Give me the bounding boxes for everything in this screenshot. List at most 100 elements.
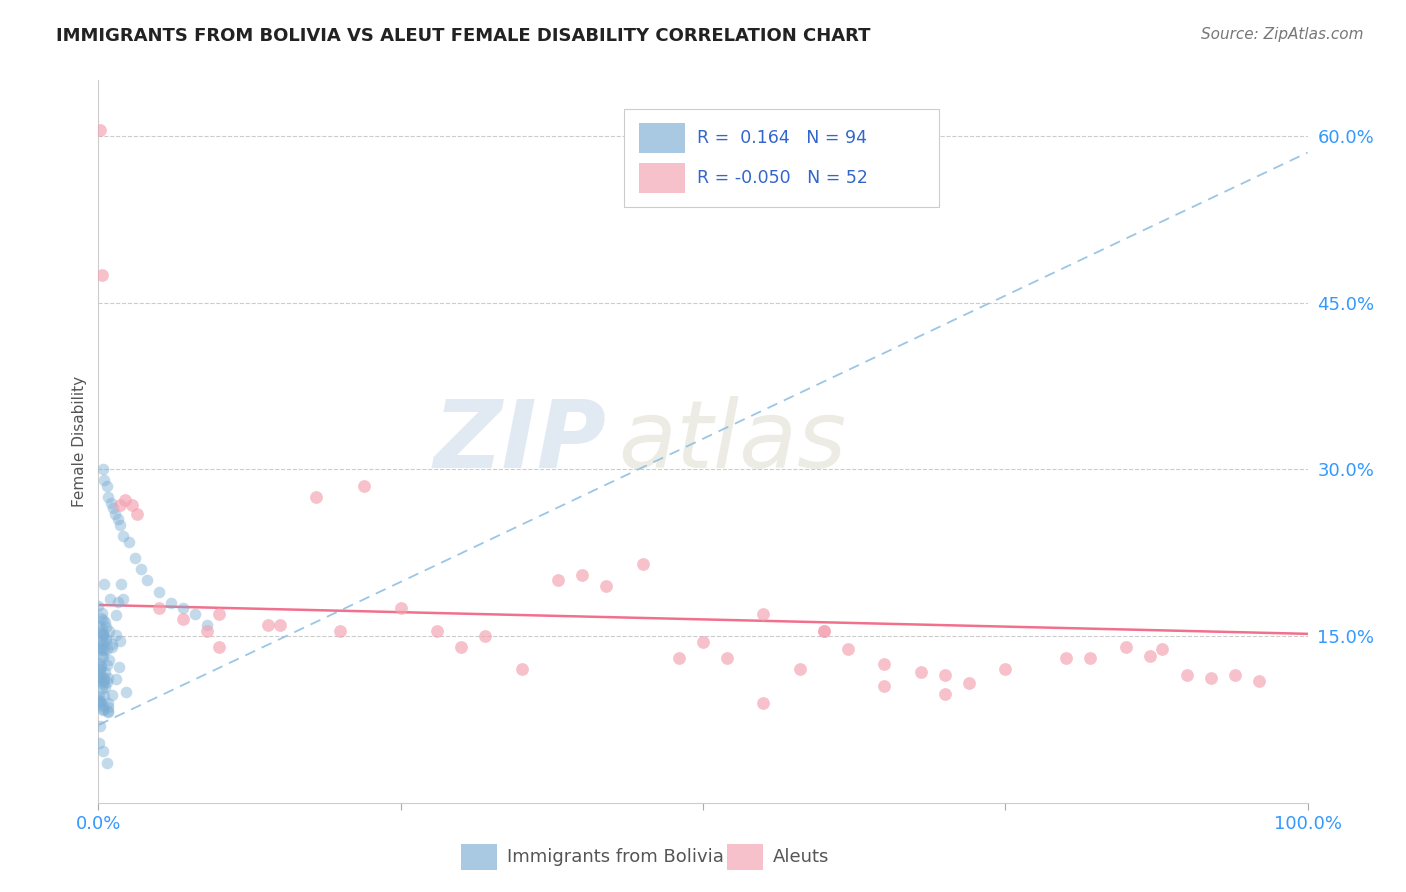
Point: [108, 498, 131, 512]
Point: [93, 643, 115, 657]
Point: [93, 665, 115, 679]
Point: [837, 642, 859, 657]
Point: [90, 640, 112, 655]
Point: [91, 649, 114, 664]
Point: [957, 675, 980, 690]
Point: [91, 642, 114, 657]
Point: [474, 629, 496, 643]
Point: [97, 490, 120, 504]
Point: [101, 501, 124, 516]
Point: [389, 601, 412, 615]
Point: [172, 601, 194, 615]
Point: [90, 659, 112, 673]
Point: [96, 658, 118, 673]
Point: [91, 698, 114, 713]
Point: [172, 612, 194, 626]
Point: [426, 624, 449, 638]
Point: [100, 636, 122, 650]
Point: [91, 632, 114, 647]
Point: [329, 624, 352, 638]
Point: [114, 493, 136, 508]
Point: [90, 625, 112, 640]
Point: [108, 633, 131, 648]
Point: [1199, 671, 1222, 685]
Point: [184, 607, 207, 621]
Point: [631, 557, 654, 571]
Point: [96, 479, 118, 493]
Point: [111, 591, 134, 606]
Point: [93, 576, 115, 591]
Point: [90, 697, 112, 711]
FancyBboxPatch shape: [727, 844, 763, 870]
Point: [93, 690, 115, 704]
Point: [90, 638, 112, 652]
Point: [752, 696, 775, 710]
Point: [716, 651, 738, 665]
Point: [813, 624, 835, 638]
Point: [121, 498, 143, 512]
Point: [1175, 668, 1198, 682]
Point: [96, 756, 118, 771]
Point: [90, 659, 112, 673]
Point: [148, 601, 170, 615]
Point: [91, 462, 114, 476]
Point: [135, 574, 157, 588]
Point: [87, 617, 110, 632]
Point: [89, 694, 111, 708]
Point: [89, 689, 111, 703]
Point: [934, 668, 956, 682]
Point: [98, 624, 121, 639]
Point: [101, 688, 124, 702]
Point: [97, 700, 120, 714]
Text: R =  0.164   N = 94: R = 0.164 N = 94: [697, 129, 868, 147]
Point: [104, 607, 127, 622]
Point: [269, 618, 291, 632]
Point: [789, 662, 811, 676]
Point: [94, 615, 117, 630]
Point: [91, 613, 114, 627]
FancyBboxPatch shape: [638, 162, 685, 193]
Point: [208, 607, 231, 621]
Point: [90, 607, 112, 621]
Point: [1054, 651, 1077, 665]
Point: [934, 687, 956, 701]
Point: [90, 648, 112, 663]
Point: [110, 577, 132, 591]
Point: [98, 653, 121, 667]
Point: [87, 695, 110, 709]
Point: [89, 662, 111, 676]
Point: [101, 640, 124, 654]
Point: [1115, 640, 1137, 655]
Point: [450, 640, 472, 655]
Point: [127, 507, 149, 521]
Point: [595, 579, 617, 593]
Point: [910, 665, 932, 679]
Point: [89, 718, 111, 732]
FancyBboxPatch shape: [624, 109, 939, 207]
Text: Aleuts: Aleuts: [773, 848, 830, 866]
Point: [305, 490, 328, 504]
Point: [87, 641, 110, 656]
Point: [107, 595, 129, 609]
Point: [813, 624, 835, 638]
Point: [87, 692, 110, 706]
Point: [100, 496, 122, 510]
Point: [692, 634, 714, 648]
Point: [91, 677, 114, 691]
Point: [98, 591, 121, 606]
Point: [91, 744, 114, 758]
FancyBboxPatch shape: [461, 844, 498, 870]
Point: [94, 632, 117, 647]
Point: [93, 703, 115, 717]
Point: [90, 636, 112, 650]
Point: [129, 562, 152, 576]
Point: [118, 534, 141, 549]
Point: [124, 551, 146, 566]
Point: [873, 657, 896, 671]
Point: [97, 706, 120, 720]
Point: [96, 642, 118, 657]
Text: ZIP: ZIP: [433, 395, 606, 488]
Point: [547, 574, 569, 588]
Point: [668, 651, 690, 665]
Y-axis label: Female Disability: Female Disability: [72, 376, 87, 508]
